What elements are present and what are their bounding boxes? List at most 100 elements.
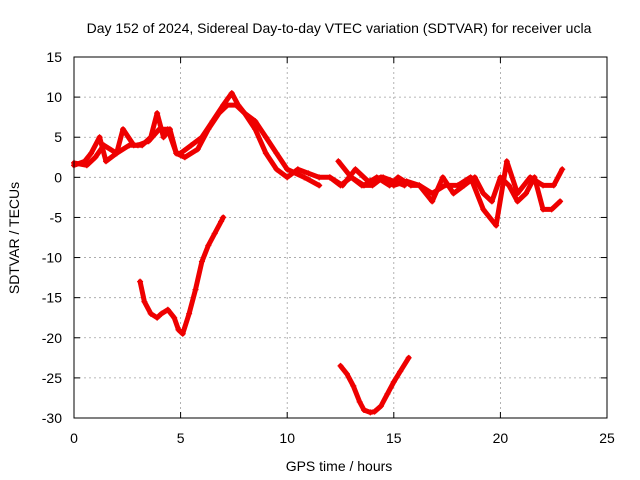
data-point (503, 158, 510, 165)
data-point (305, 170, 312, 177)
data-point (360, 406, 367, 413)
data-point (137, 278, 144, 285)
data-point (527, 174, 534, 181)
series-6 (337, 354, 412, 416)
data-point (218, 218, 225, 225)
data-point (241, 110, 248, 117)
x-axis-label: GPS time / hours (286, 458, 393, 474)
y-tick-label: 10 (46, 89, 62, 105)
x-tick-label: 5 (177, 430, 185, 446)
data-point (294, 166, 301, 173)
data-point (224, 102, 231, 109)
data-point (181, 154, 188, 161)
plot-frame (73, 56, 608, 419)
data-point (126, 142, 133, 149)
data-point (284, 174, 291, 181)
data-point (273, 166, 280, 173)
data-point (339, 182, 346, 189)
data-point (371, 408, 378, 415)
data-point (92, 154, 99, 161)
data-point (514, 190, 521, 197)
data-point (429, 198, 436, 205)
series-5 (137, 214, 227, 337)
y-tick-label: -5 (50, 209, 63, 225)
data-point (100, 142, 107, 149)
data-point (147, 310, 154, 317)
data-point (488, 198, 495, 205)
data-point (262, 134, 269, 141)
data-point (273, 150, 280, 157)
data-point (493, 222, 500, 229)
data-point (158, 310, 165, 317)
data-point (83, 162, 90, 169)
data-point (360, 182, 367, 189)
data-point (160, 134, 167, 141)
series-4 (326, 158, 566, 229)
data-point (378, 174, 385, 181)
axis-ticks: 0 5 10 15 20 25 15 10 5 0 -5 -10 -15 -20 -25 -30 (42, 49, 615, 446)
x-tick-label: 20 (493, 430, 509, 446)
data-point (211, 230, 218, 237)
data-point (134, 142, 141, 149)
x-tick-label: 0 (70, 430, 78, 446)
data-series (71, 90, 566, 416)
data-point (220, 214, 227, 221)
y-tick-label: -20 (42, 330, 62, 346)
series-trace (71, 102, 322, 188)
data-point (335, 158, 342, 165)
data-point (326, 174, 333, 181)
data-point (540, 206, 547, 213)
x-tick-label: 15 (386, 430, 402, 446)
data-point (145, 138, 152, 145)
data-point (301, 174, 308, 181)
y-tick-label: -15 (42, 290, 62, 306)
data-point (179, 330, 186, 337)
data-point (416, 182, 423, 189)
data-point (173, 150, 180, 157)
data-point (120, 126, 127, 133)
data-point (164, 306, 171, 313)
data-point (175, 326, 182, 333)
data-point (164, 126, 171, 133)
data-point (284, 166, 291, 173)
data-point (156, 126, 163, 133)
data-point (350, 382, 357, 389)
data-point (154, 110, 161, 117)
data-point (154, 314, 161, 321)
series-trace (327, 158, 565, 228)
data-point (352, 166, 359, 173)
data-point (559, 166, 566, 173)
data-point (550, 182, 557, 189)
data-point (390, 182, 397, 189)
data-point (186, 310, 193, 317)
x-tick-label: 25 (599, 430, 615, 446)
data-point (113, 150, 120, 157)
data-point (233, 102, 240, 109)
data-point (343, 370, 350, 377)
y-tick-label: -30 (42, 410, 62, 426)
data-point (557, 198, 564, 205)
data-point (390, 378, 397, 385)
data-point (522, 190, 529, 197)
data-point (480, 206, 487, 213)
series-trace (137, 214, 226, 337)
data-point (252, 126, 259, 133)
data-point (395, 174, 402, 181)
data-point (192, 286, 199, 293)
y-axis-label: SDTVAR / TECUs (6, 182, 22, 294)
data-point (252, 118, 259, 125)
data-point (198, 258, 205, 265)
data-point (215, 110, 222, 117)
data-point (102, 158, 109, 165)
data-point (480, 190, 487, 197)
data-point (337, 362, 344, 369)
series-trace (338, 355, 412, 415)
data-point (228, 90, 235, 97)
data-point (403, 178, 410, 185)
data-point (397, 368, 404, 375)
y-tick-label: -10 (42, 250, 62, 266)
data-point (540, 182, 547, 189)
data-point (441, 182, 448, 189)
data-point (356, 398, 363, 405)
